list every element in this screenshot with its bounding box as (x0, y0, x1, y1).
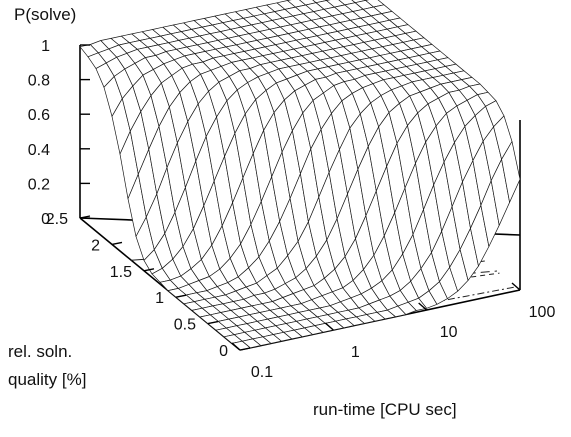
y-tick-label: 0.5 (174, 317, 196, 334)
x-tick-label: 10 (440, 324, 458, 341)
y-tick-label: 0 (219, 343, 228, 360)
y-axis-label-line1: rel. soln. (8, 342, 72, 361)
x-tick-label: 0.1 (251, 364, 273, 381)
z-tick-label: 1 (41, 38, 50, 55)
x-tick-label: 100 (529, 304, 556, 321)
y-tick (239, 347, 251, 351)
y-tick (143, 268, 155, 272)
y-tick (79, 215, 91, 219)
y-tick-label: 1 (155, 290, 164, 307)
x-tick (324, 322, 334, 331)
x-tick (231, 342, 241, 351)
surface-cell (501, 141, 521, 203)
x-axis-label: run-time [CPU sec] (313, 400, 457, 419)
x-tick-label: 1 (351, 344, 360, 361)
x-tick (511, 282, 521, 291)
y-axis-label-line2: quality [%] (8, 370, 86, 389)
z-tick-label: 0 (41, 211, 50, 228)
z-tick-label: 0.6 (28, 107, 50, 124)
x-tick (418, 302, 428, 311)
y-tick (111, 241, 123, 246)
z-tick-label: 0.2 (28, 176, 50, 193)
y-tick (207, 320, 219, 325)
y-tick-label: 2.5 (46, 211, 68, 228)
z-tick-label: 0.4 (28, 142, 50, 159)
y-tick-label: 1.5 (110, 264, 132, 281)
z-axis-label: P(solve) (14, 5, 76, 24)
y-tick-label: 2 (91, 237, 100, 254)
y-tick (175, 294, 187, 298)
z-tick-label: 0.8 (28, 73, 50, 90)
surface-mesh (79, 0, 521, 351)
